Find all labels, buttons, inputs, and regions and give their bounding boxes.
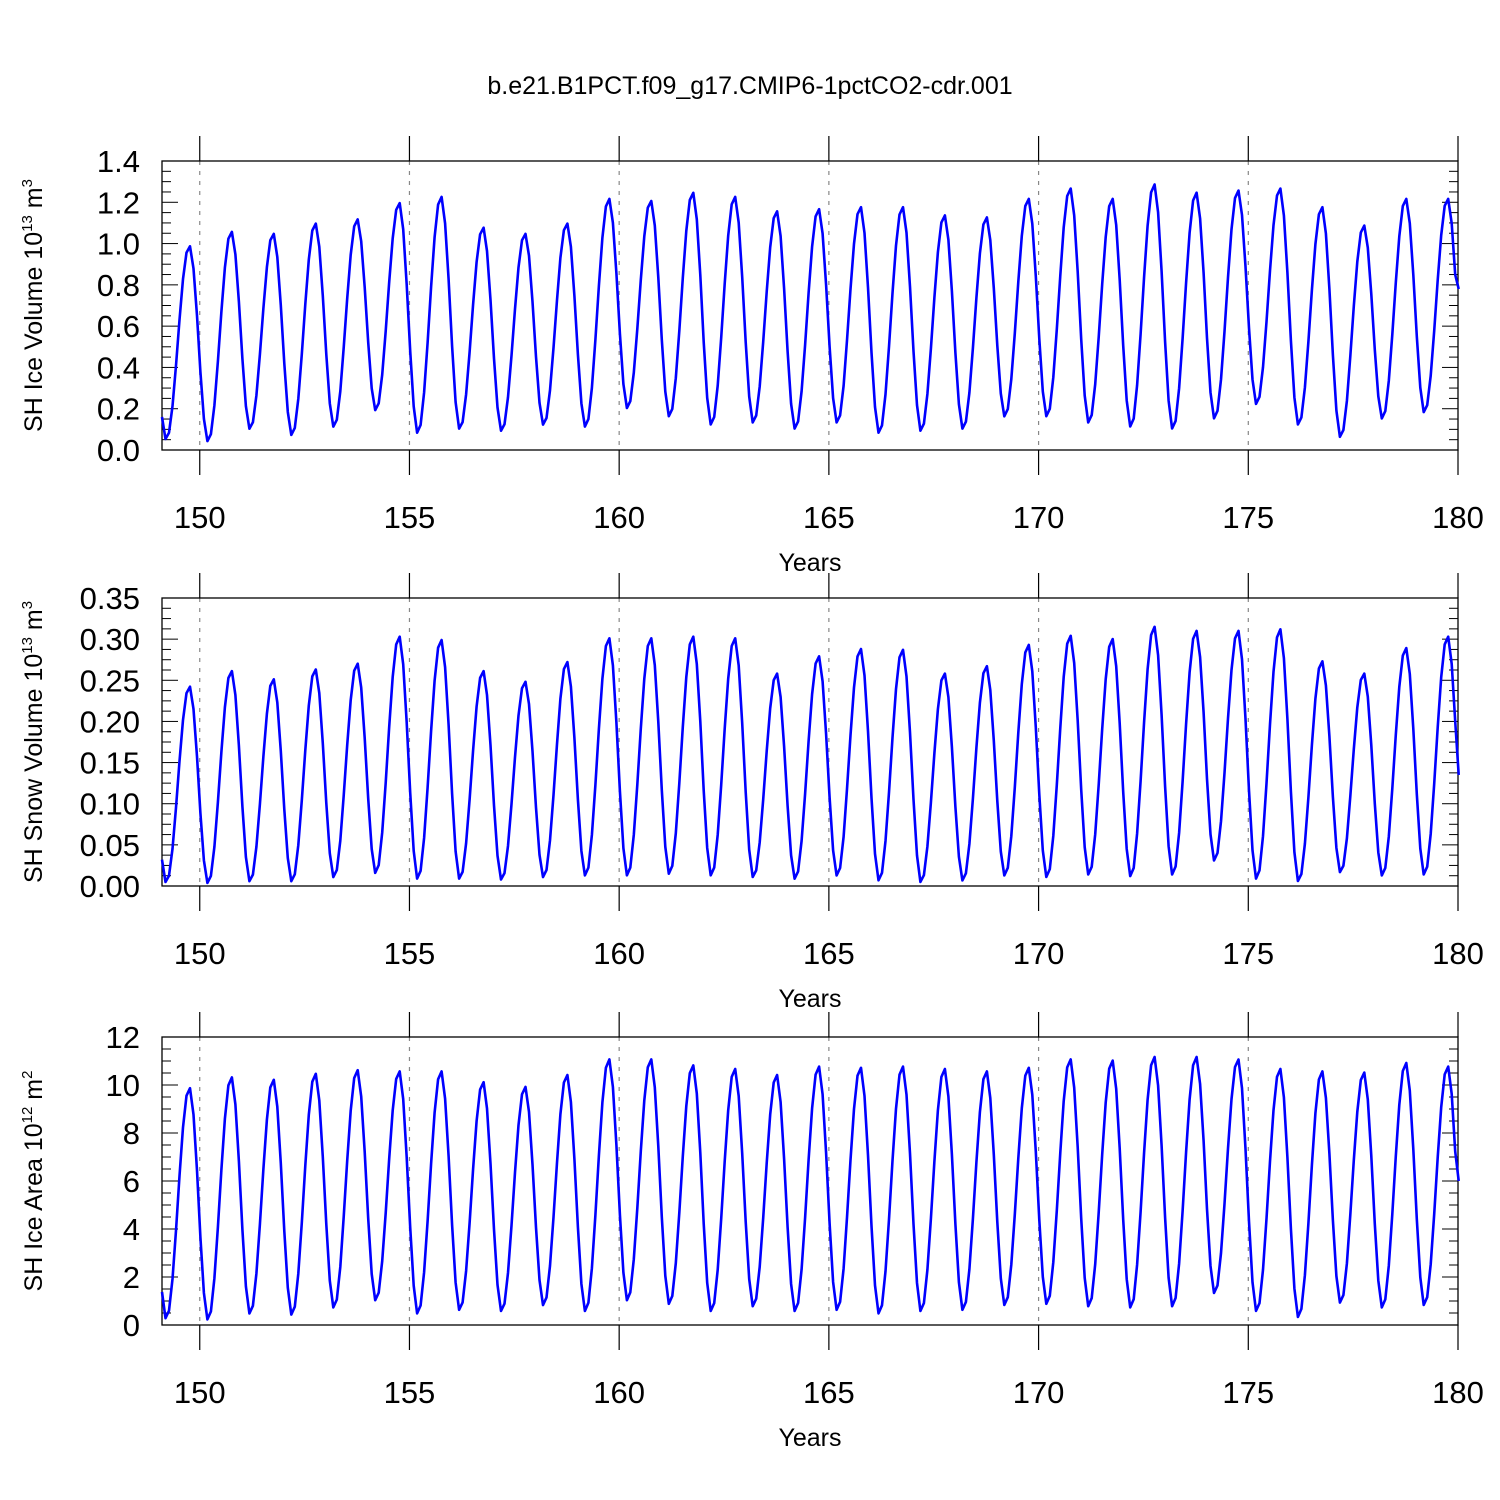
x-tick-label: 175	[1222, 936, 1274, 971]
series-line	[160, 183, 1460, 443]
x-tick-label: 165	[803, 936, 855, 971]
x-tick-label: 180	[1432, 1375, 1484, 1410]
y-tick-label: 4	[123, 1212, 140, 1247]
x-tick-label: 175	[1222, 500, 1274, 535]
y-tick-label: 2	[123, 1260, 140, 1295]
x-axis-label: Years	[778, 1424, 841, 1452]
x-tick-label: 170	[1013, 1375, 1065, 1410]
x-tick-label: 170	[1013, 936, 1065, 971]
y-axis-label: SH Ice Area 1012 m2	[19, 1071, 48, 1292]
panel-1: 0.0 0.2 0.4 0.6 0.8 1.0 1.2 1.4 150 155 160 165 170 1…	[19, 136, 1484, 577]
y-tick-label: 0.25	[80, 663, 140, 698]
x-axis-label: Years	[778, 985, 841, 1013]
y-axis-label: SH Ice Volume 1013 m3	[19, 179, 48, 432]
y-tick-label: 12	[106, 1020, 140, 1055]
y-tick-label: 1.0	[97, 227, 140, 262]
x-tick-label: 155	[384, 936, 436, 971]
y-tick-label: 0.20	[80, 704, 140, 739]
x-axis-label: Years	[778, 549, 841, 577]
y-tick-label: 0.4	[97, 350, 140, 385]
y-tick-label: 8	[123, 1116, 140, 1151]
x-tick-label: 150	[174, 936, 226, 971]
x-tick-label: 160	[593, 936, 645, 971]
y-tick-label: 1.2	[97, 185, 140, 220]
x-tick-label: 165	[803, 500, 855, 535]
x-tick-label: 165	[803, 1375, 855, 1410]
x-tick-label: 180	[1432, 936, 1484, 971]
x-tick-label: 150	[174, 500, 226, 535]
x-tick-label: 180	[1432, 500, 1484, 535]
y-tick-label: 10	[106, 1068, 140, 1103]
x-tick-label: 155	[384, 500, 436, 535]
x-tick-label: 170	[1013, 500, 1065, 535]
y-tick-label: 0.2	[97, 392, 140, 427]
y-tick-label: 0.10	[80, 787, 140, 822]
plot-frame	[161, 160, 1459, 451]
y-tick-label: 0.30	[80, 622, 140, 657]
y-tick-label: 0.00	[80, 869, 140, 904]
y-tick-label: 0.35	[80, 581, 140, 616]
y-tick-label: 0.8	[97, 268, 140, 303]
x-tick-label: 175	[1222, 1375, 1274, 1410]
y-tick-label: 1.4	[97, 144, 140, 179]
panel-2: 0.00 0.05 0.10 0.15 0.20 0.25 0.30 0.35 150 155 16…	[19, 573, 1484, 1013]
series-line	[160, 1055, 1460, 1321]
plot-frame	[161, 1036, 1459, 1326]
x-tick-label: 160	[593, 500, 645, 535]
y-tick-label: 0.05	[80, 828, 140, 863]
x-tick-label: 150	[174, 1375, 226, 1410]
y-tick-label: 0.6	[97, 309, 140, 344]
y-tick-label: 0	[123, 1308, 140, 1343]
y-tick-label: 0.0	[97, 433, 140, 468]
figure-title: b.e21.B1PCT.f09_g17.CMIP6-1pctCO2-cdr.00…	[487, 72, 1013, 100]
y-tick-label: 0.15	[80, 746, 140, 781]
y-tick-label: 6	[123, 1164, 140, 1199]
x-tick-label: 155	[384, 1375, 436, 1410]
panel-3: 0 2 4 6 8 10 12 150 155 160 165 170 175 180 Years SH Ic…	[19, 1012, 1484, 1452]
y-axis-label: SH Snow Volume 1013 m3	[19, 601, 48, 883]
x-tick-label: 160	[593, 1375, 645, 1410]
series-line	[160, 625, 1460, 885]
